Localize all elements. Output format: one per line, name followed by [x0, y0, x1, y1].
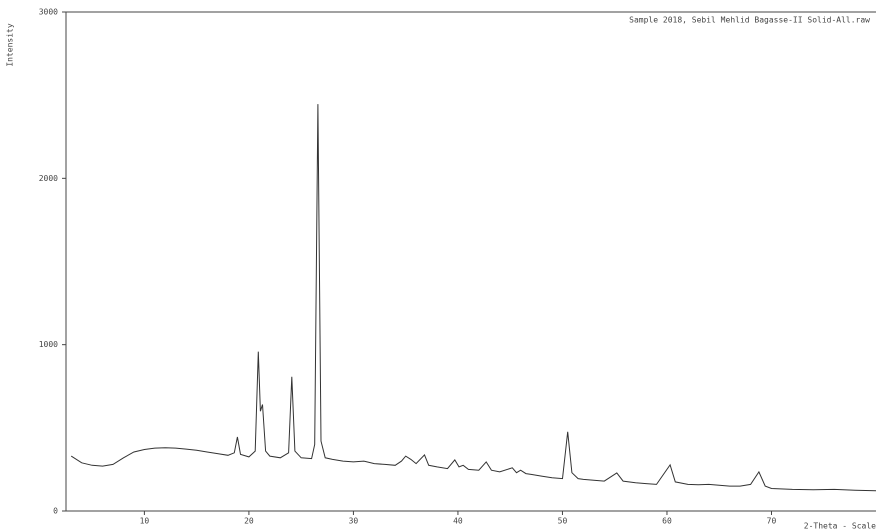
- x-tick-label: 20: [244, 517, 254, 526]
- x-tick-label: 70: [767, 517, 777, 526]
- x-tick-label: 30: [349, 517, 359, 526]
- x-tick-label: 10: [140, 517, 150, 526]
- y-tick-label: 0: [53, 507, 58, 516]
- y-tick-label: 1000: [39, 340, 58, 349]
- y-tick-label: 3000: [39, 8, 58, 17]
- y-axis-label: Intensity: [6, 23, 15, 67]
- y-tick-label: 2000: [39, 174, 58, 183]
- x-tick-label: 60: [662, 517, 672, 526]
- x-tick-label: 50: [558, 517, 568, 526]
- chart-title: Sample 2018, Sebil Mehlid Bagasse-II Sol…: [629, 16, 870, 25]
- xrd-line: [70, 104, 877, 492]
- x-tick-label: 40: [453, 517, 463, 526]
- x-axis-label: 2-Theta - Scale: [804, 522, 876, 531]
